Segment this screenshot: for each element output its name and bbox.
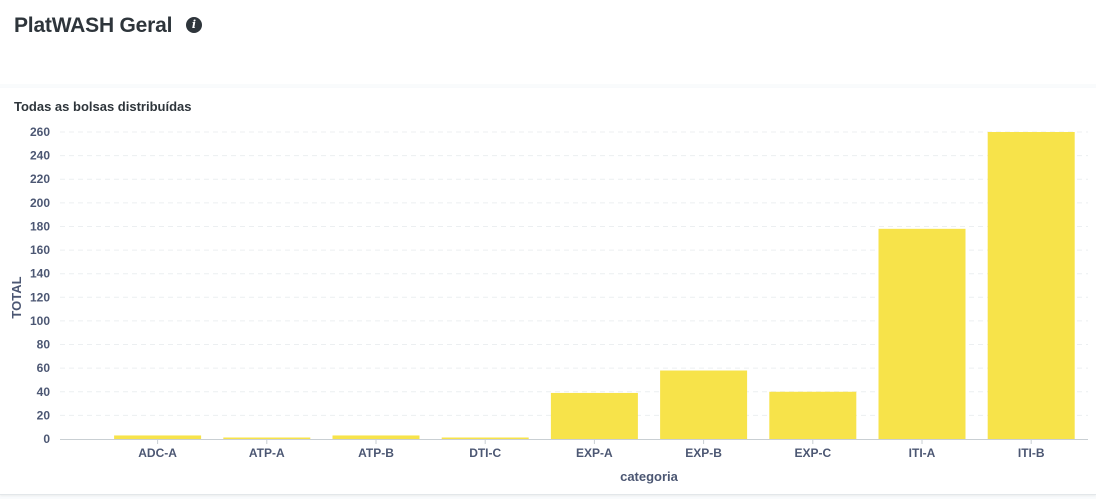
y-tick-label: 160: [30, 243, 50, 257]
bar-iti-a[interactable]: [878, 228, 966, 439]
bar-exp-b[interactable]: [660, 370, 748, 439]
x-tick-label: EXP-A: [576, 446, 613, 460]
bar-atp-a[interactable]: [223, 437, 311, 440]
x-tick-label: ITI-A: [909, 446, 936, 460]
x-tick-label: ATP-A: [249, 446, 285, 460]
y-tick-label: 220: [30, 172, 50, 186]
chart-card: Todas as bolsas distribuídas 0 20 40 60 80 10…: [0, 88, 1096, 495]
x-tick-label: EXP-C: [794, 446, 831, 460]
y-tick-label: 80: [37, 338, 51, 352]
y-axis-label: TOTAL: [9, 276, 24, 318]
dashboard-header: PlatWASH Geral i: [0, 0, 1096, 84]
y-tick-label: 180: [30, 219, 50, 233]
bar-iti-b[interactable]: [987, 132, 1075, 439]
y-tick-label: 200: [30, 196, 50, 210]
x-tick-label: ADC-A: [138, 446, 177, 460]
y-tick-label: 100: [30, 314, 50, 328]
y-tick-label: 120: [30, 290, 50, 304]
dashboard-title: PlatWASH Geral: [14, 14, 173, 37]
bar-dti-c[interactable]: [441, 437, 529, 440]
card-title[interactable]: Todas as bolsas distribuídas: [14, 99, 192, 114]
x-tick-label: ITI-B: [1018, 446, 1045, 460]
info-circle-icon[interactable]: i: [186, 17, 202, 33]
bar-exp-a[interactable]: [550, 392, 638, 439]
x-axis-label: categoria: [620, 469, 679, 484]
x-tick-label: ATP-B: [358, 446, 394, 460]
y-tick-label: 40: [37, 385, 51, 399]
bar-chart: 0 20 40 60 80 100 120 140 160 180 200 220 240 260 ADC-…: [9, 125, 1088, 484]
x-tick-label: EXP-B: [685, 446, 722, 460]
bar-adc-a[interactable]: [114, 435, 202, 439]
y-tick-label: 20: [37, 408, 51, 422]
y-tick-label: 240: [30, 149, 50, 163]
bar-exp-c[interactable]: [769, 391, 857, 439]
y-tick-label: 60: [37, 361, 51, 375]
y-tick-label: 260: [30, 125, 50, 139]
y-tick-label: 0: [43, 432, 50, 446]
bar-atp-b[interactable]: [332, 435, 420, 439]
x-tick-label: DTI-C: [469, 446, 501, 460]
y-tick-label: 140: [30, 267, 50, 281]
